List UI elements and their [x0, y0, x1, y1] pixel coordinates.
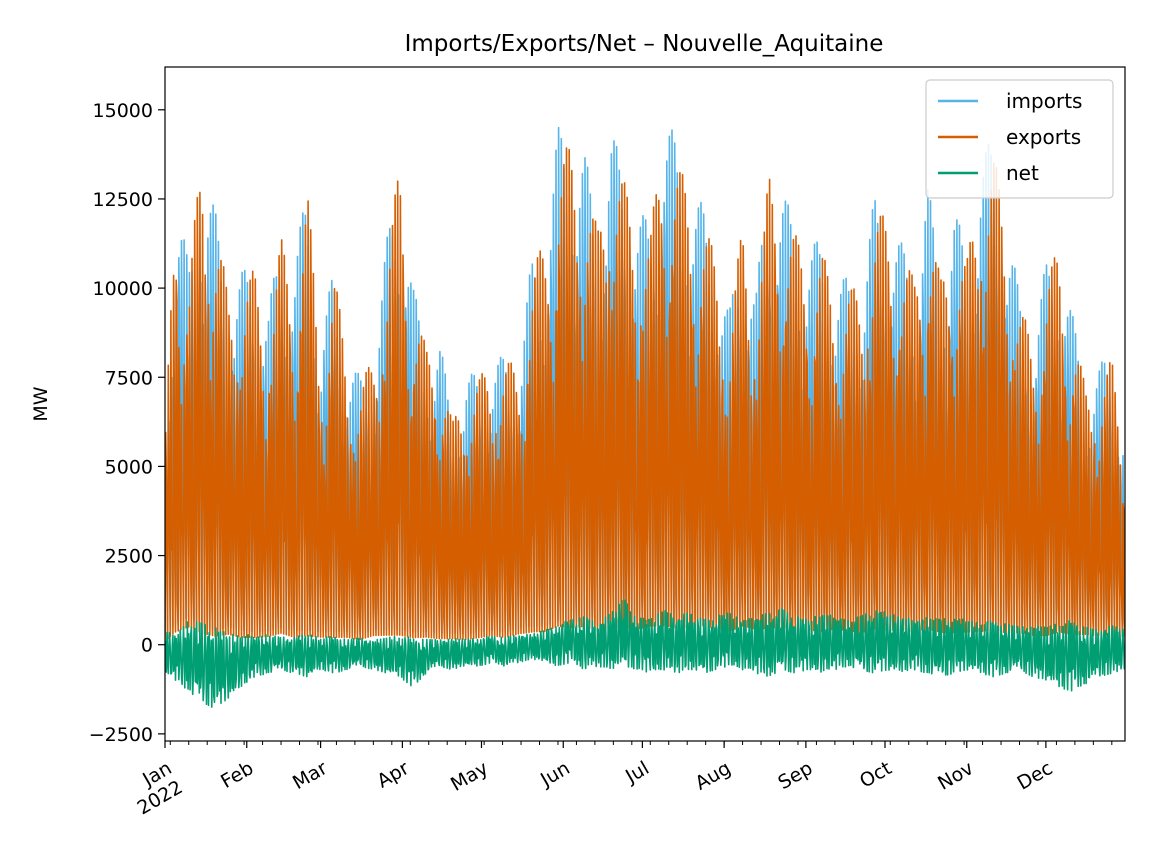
y-tick-label: 7500 [105, 367, 153, 389]
y-axis-label: MW [30, 386, 52, 421]
y-tick-label: 10000 [93, 278, 153, 300]
legend-label-exports: exports [1006, 125, 1081, 149]
y-tick-label: 15000 [93, 100, 153, 122]
legend-box [925, 79, 1114, 199]
plot-frame [164, 66, 1126, 742]
y-tick-label: 12500 [93, 189, 153, 211]
series-line-net [165, 599, 1125, 708]
y-tick-label: 5000 [105, 456, 153, 478]
legend-label-imports: imports [1006, 89, 1082, 113]
chart-title: Imports/Exports/Net – Nouvelle_Aquitaine [405, 31, 884, 57]
series-layer [165, 126, 1125, 708]
plot-area [165, 126, 1125, 708]
y-tick-label: 0 [141, 635, 153, 657]
y-tick-label: 2500 [105, 546, 153, 568]
y-axis: −2500 0 2500 5000 7500 10000 12500 15000 [89, 100, 165, 746]
y-tick-label: −2500 [89, 724, 153, 746]
legend: imports exports net [925, 79, 1114, 199]
legend-label-net: net [1006, 161, 1039, 185]
